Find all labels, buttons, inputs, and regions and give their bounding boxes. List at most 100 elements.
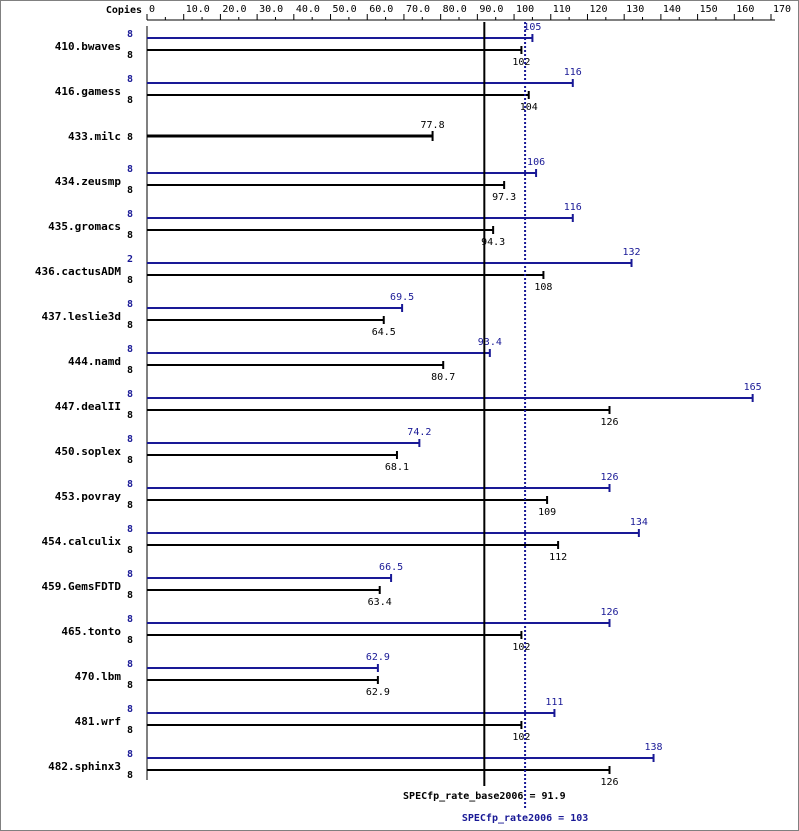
base-copies: 8 [127,680,133,691]
base-value-label: 102 [512,642,530,653]
benchmark-rows: 410.bwaves 8 105 8 102 416.gamess 8 116 8 104 433.… [35,22,762,788]
benchmark-label: 459.GemsFDTD [42,580,122,593]
benchmark-label: 433.milc [68,130,121,143]
base-copies: 8 [127,545,133,556]
benchmark-row: 435.gromacs 8 116 8 94.3 [48,202,582,248]
benchmark-row: 416.gamess 8 116 8 104 [55,67,582,113]
peak-copies: 8 [127,614,133,625]
benchmark-row: 465.tonto 8 126 8 102 [61,607,618,653]
base-copies: 8 [127,230,133,241]
x-tick-label: 90.0 [479,4,503,15]
x-tick-label: 110 [553,4,571,15]
benchmark-row: 481.wrf 8 111 8 102 [75,697,564,743]
benchmark-row: 459.GemsFDTD 8 66.5 8 63.4 [42,562,404,608]
benchmark-label: 453.povray [55,490,122,503]
benchmark-label: 482.sphinx3 [48,760,121,773]
x-tick-label: 70.0 [406,4,430,15]
base-value-label: 68.1 [385,462,409,473]
base-copies: 8 [127,770,133,781]
x-tick-label: 100 [516,4,534,15]
benchmark-label: 416.gamess [55,85,121,98]
peak-value-label: 116 [564,67,582,78]
x-tick-label: 50.0 [333,4,357,15]
peak-value-label: 116 [564,202,582,213]
base-value-label: 102 [512,57,530,68]
peak-copies: 8 [127,524,133,535]
base-value-label: 102 [512,732,530,743]
base-copies: 8 [127,50,133,61]
peak-value-label: 106 [527,157,545,168]
peak-value-label: 66.5 [379,562,403,573]
peak-copies: 8 [127,344,133,355]
benchmark-row: 436.cactusADM 2 132 8 108 [35,247,641,293]
peak-value-label: 134 [630,517,648,528]
x-tick-label: 130 [626,4,644,15]
benchmark-label: 465.tonto [61,625,121,638]
benchmark-row: 434.zeusmp 8 106 8 97.3 [55,157,545,203]
peak-value-label: 132 [622,247,640,258]
base-value-label: 94.3 [481,237,505,248]
base-copies: 8 [127,455,133,466]
benchmark-label: 444.namd [68,355,121,368]
peak-copies: 8 [127,749,133,760]
base-copies: 8 [127,275,133,286]
x-tick-label: 20.0 [222,4,246,15]
benchmark-row: 444.namd 8 93.4 8 80.7 [68,337,502,383]
base-value-label: 126 [600,417,618,428]
base-copies: 8 [127,95,133,106]
peak-value-label: 165 [744,382,762,393]
peak-value-label: 111 [545,697,563,708]
benchmark-label: 434.zeusmp [55,175,122,188]
header-row: Copies [106,4,142,16]
base-copies: 8 [127,320,133,331]
x-tick-label: 10.0 [186,4,210,15]
x-tick-label: 150 [700,4,718,15]
base-value-label: 109 [538,507,556,518]
mean-lines: SPECfp_rate_base2006 = 91.9 SPECfp_rate20… [403,22,588,824]
benchmark-label: 436.cactusADM [35,265,121,278]
peak-copies: 8 [127,389,133,400]
peak-value-label: 93.4 [478,337,502,348]
peak-copies: 2 [127,254,133,265]
x-tick-label: 80.0 [443,4,467,15]
peak-value-label: 105 [523,22,541,33]
benchmark-row: 482.sphinx3 8 138 8 126 [48,742,662,788]
base-copies: 8 [127,500,133,511]
benchmark-label: 435.gromacs [48,220,121,233]
peak-value-label: 62.9 [366,652,390,663]
peak-value-label: 138 [645,742,663,753]
peak-value-label: 126 [600,607,618,618]
base-copies: 8 [127,132,133,143]
peak-copies: 8 [127,479,133,490]
base-copies: 8 [127,410,133,421]
peak-value-label: 74.2 [407,427,431,438]
copies-header: Copies [106,4,142,16]
peak-copies: 8 [127,29,133,40]
x-tick-label: 160 [736,4,754,15]
peak-summary: SPECfp_rate2006 = 103 [462,813,588,824]
benchmark-label: 437.leslie3d [42,310,121,323]
base-value-label: 97.3 [492,192,516,203]
x-tick-label: 170 [773,4,791,15]
base-value-label: 63.4 [368,597,392,608]
peak-value-label: 126 [600,472,618,483]
base-copies: 8 [127,725,133,736]
base-value-label: 112 [549,552,567,563]
base-copies: 8 [127,365,133,376]
benchmark-row: 447.dealII 8 165 8 126 [55,382,762,428]
base-value-label: 80.7 [431,372,455,383]
base-value-label: 64.5 [372,327,396,338]
peak-copies: 8 [127,74,133,85]
base-value-label: 108 [534,282,552,293]
base-summary: SPECfp_rate_base2006 = 91.9 [403,791,566,802]
x-tick-label: 0 [149,4,155,15]
benchmark-row: 437.leslie3d 8 69.5 8 64.5 [42,292,415,338]
benchmark-row: 410.bwaves 8 105 8 102 [55,22,542,68]
base-value-label: 77.8 [421,120,445,131]
peak-copies: 8 [127,704,133,715]
benchmark-row: 470.lbm 8 62.9 8 62.9 [75,652,390,698]
benchmark-label: 410.bwaves [55,40,121,53]
peak-copies: 8 [127,569,133,580]
